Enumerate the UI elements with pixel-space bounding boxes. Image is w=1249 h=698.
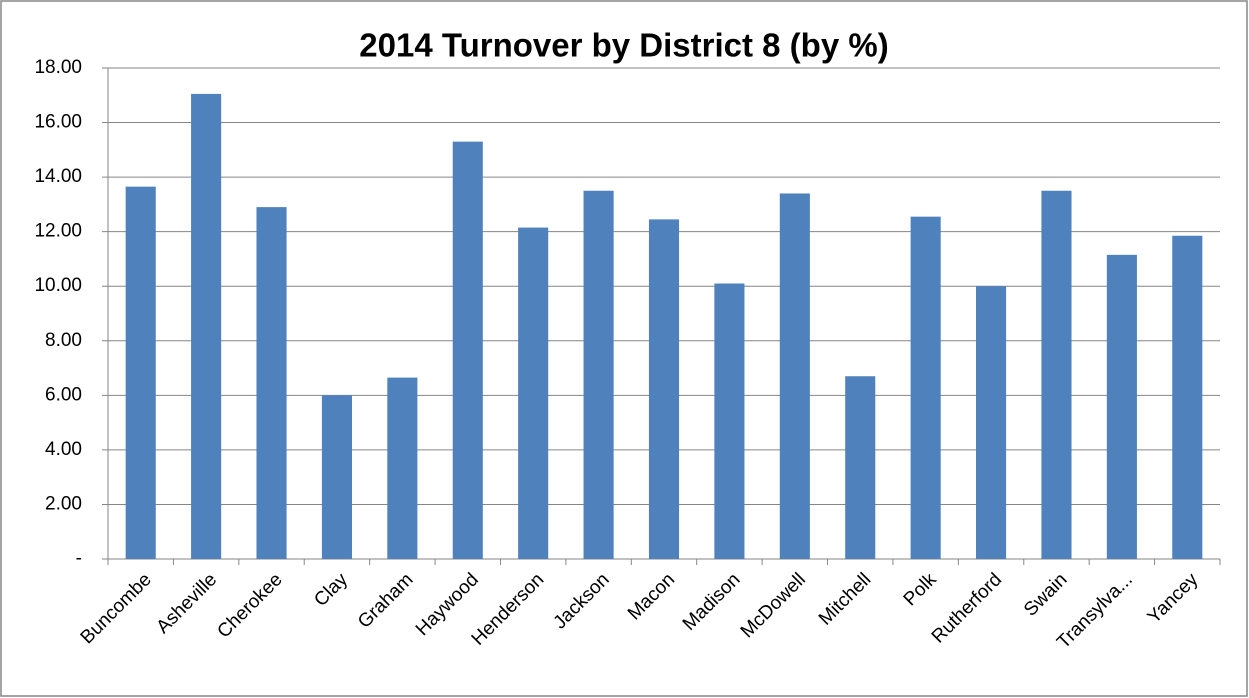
y-tick-label: 16.00	[34, 112, 82, 133]
y-tick-label: 12.00	[34, 221, 82, 242]
bar	[256, 207, 287, 559]
bar	[714, 283, 745, 559]
y-tick-label: -	[76, 548, 82, 569]
y-tick-label: 2.00	[45, 493, 82, 514]
bar	[648, 219, 680, 559]
y-tick-label: 14.00	[34, 166, 82, 187]
y-tick-label: 18.00	[34, 57, 82, 78]
bar	[125, 186, 156, 560]
y-tick-label: 4.00	[45, 439, 82, 460]
bar	[976, 286, 1007, 559]
bar	[910, 216, 941, 560]
y-tick-label: 6.00	[45, 384, 82, 405]
bar	[1172, 235, 1203, 559]
bar	[387, 377, 418, 559]
bar	[583, 190, 614, 559]
bar	[845, 376, 876, 559]
bar	[518, 227, 549, 559]
bar	[452, 141, 483, 559]
bar	[1041, 190, 1072, 559]
bar	[321, 395, 352, 559]
bar	[1106, 254, 1137, 559]
y-tick-label: 10.00	[34, 275, 82, 296]
bar	[779, 193, 810, 559]
bar	[191, 93, 222, 560]
chart-title: 2014 Turnover by District 8 (by %)	[359, 27, 888, 64]
y-tick-label: 8.00	[45, 330, 82, 351]
